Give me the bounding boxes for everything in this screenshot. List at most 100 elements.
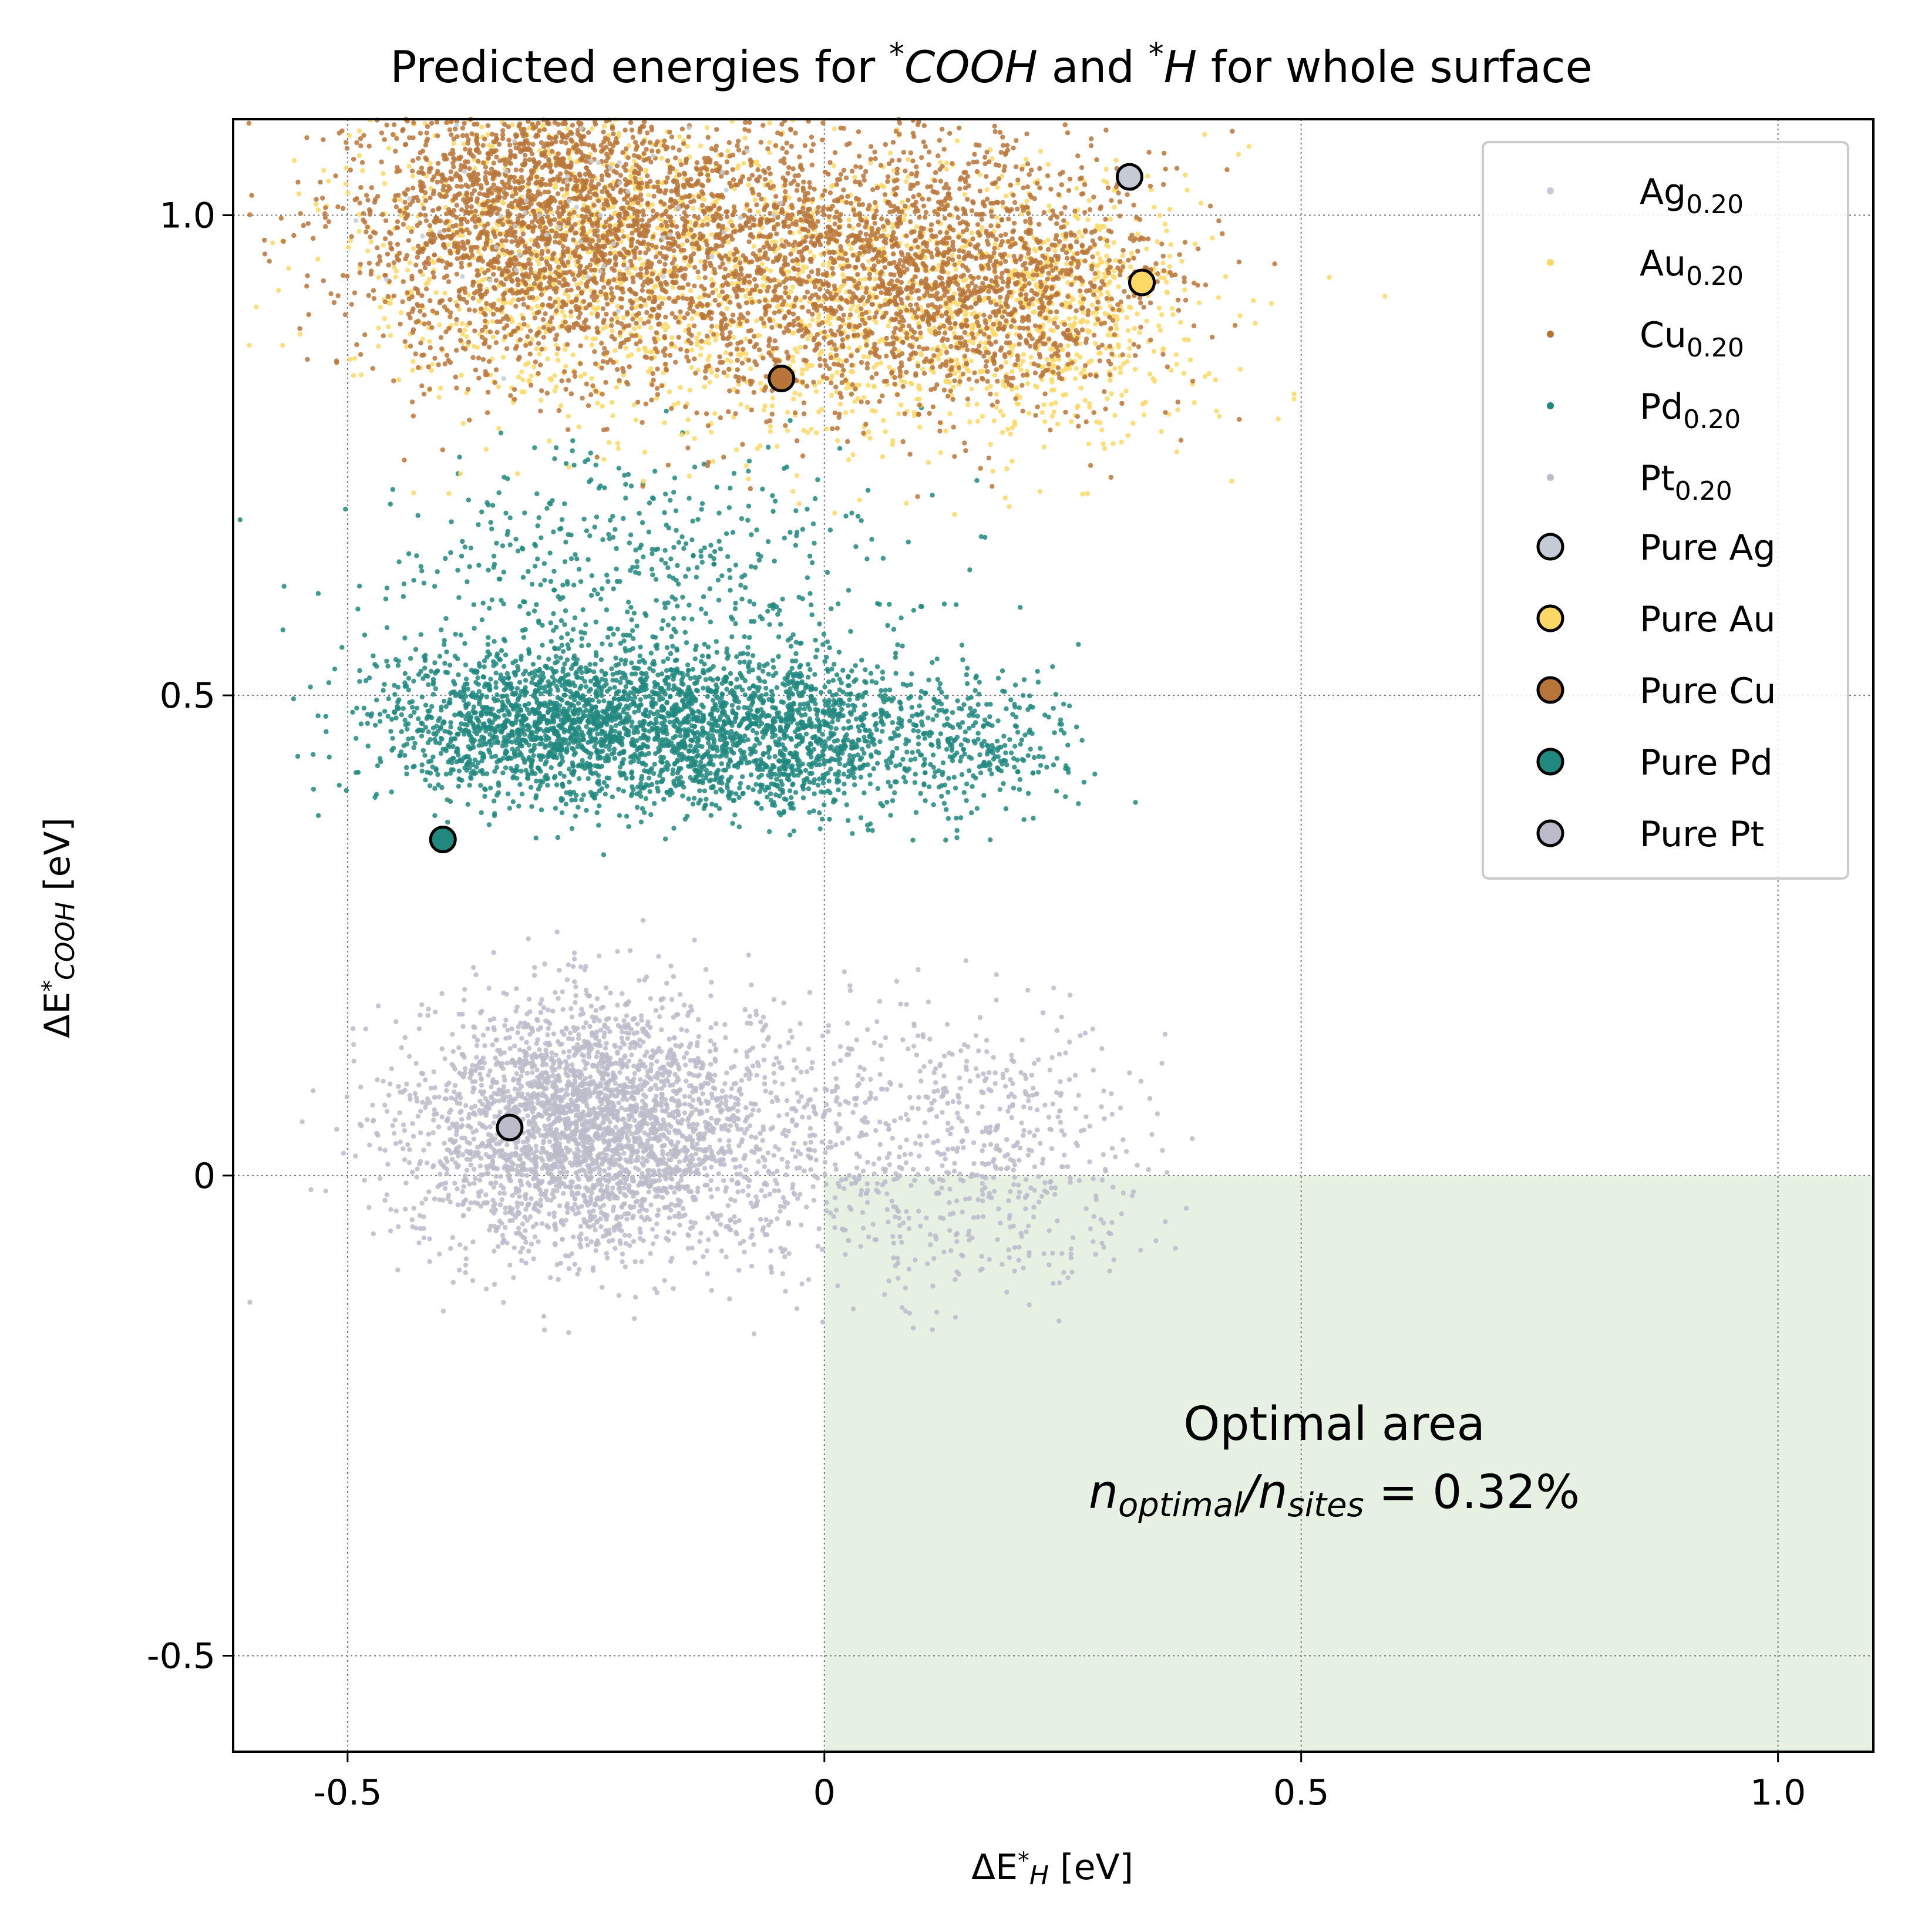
data-point (555, 695, 560, 701)
data-point (566, 1054, 571, 1060)
data-point (540, 1158, 546, 1163)
data-point (499, 1061, 505, 1066)
data-point (637, 1209, 642, 1214)
data-point (1038, 1140, 1043, 1146)
data-point (683, 1167, 688, 1173)
data-point (446, 1110, 452, 1116)
data-point (550, 1095, 556, 1100)
data-point (550, 1073, 556, 1079)
data-point (572, 1196, 577, 1201)
data-point (423, 1105, 428, 1110)
data-point (604, 1041, 609, 1046)
data-point (492, 1150, 497, 1156)
data-point (505, 698, 510, 703)
data-point (486, 985, 492, 991)
data-point (613, 1044, 618, 1049)
data-point (1083, 1206, 1089, 1211)
data-point (799, 1094, 804, 1099)
data-point (554, 782, 560, 787)
data-point (499, 1221, 504, 1226)
data-point (510, 1099, 515, 1105)
data-point (450, 1032, 455, 1037)
data-point (515, 1108, 520, 1113)
data-point (1082, 1031, 1088, 1036)
data-point (420, 1071, 426, 1076)
data-point (908, 1152, 914, 1157)
data-point (466, 1112, 472, 1117)
data-point (519, 1083, 524, 1089)
data-point (837, 1044, 843, 1049)
data-point (945, 1120, 951, 1126)
data-point (615, 1051, 620, 1056)
data-point (412, 1091, 418, 1096)
data-point (638, 697, 643, 702)
data-point (406, 1053, 412, 1059)
data-point (463, 1263, 469, 1268)
data-point (883, 1169, 888, 1174)
data-point (1005, 1109, 1011, 1114)
data-point (564, 1064, 570, 1070)
data-point (904, 1002, 909, 1007)
data-point (677, 1159, 682, 1164)
data-point (650, 1241, 656, 1247)
data-point (782, 1127, 788, 1133)
data-point (635, 1130, 641, 1135)
data-point (810, 1060, 815, 1065)
data-point (526, 1045, 532, 1051)
data-point (621, 1150, 627, 1156)
data-point (931, 1098, 937, 1103)
data-point (569, 1014, 575, 1020)
data-point (991, 1055, 997, 1060)
data-point (374, 664, 379, 669)
data-point (538, 1203, 544, 1209)
data-point (733, 1048, 739, 1053)
data-point (529, 1120, 534, 1126)
data-point (446, 1193, 452, 1198)
data-point (351, 1058, 356, 1064)
data-point (636, 1167, 641, 1173)
data-point (975, 1197, 981, 1203)
data-point (538, 1025, 544, 1031)
data-point (485, 1026, 490, 1032)
data-point (713, 1048, 718, 1053)
data-point (414, 705, 420, 711)
data-point (598, 1083, 604, 1089)
data-point (447, 1246, 453, 1251)
data-point (557, 1176, 563, 1181)
data-point (652, 1130, 658, 1136)
data-point (600, 1107, 605, 1112)
data-point (561, 1049, 567, 1055)
data-point (766, 1035, 772, 1040)
data-point (566, 1118, 571, 1123)
data-point (548, 1197, 554, 1203)
data-point (462, 1136, 467, 1141)
data-point (945, 1146, 951, 1152)
data-point (638, 1013, 644, 1018)
data-point (718, 1109, 724, 1115)
data-point (1017, 1157, 1022, 1163)
data-point (751, 1242, 756, 1247)
data-point (697, 788, 702, 793)
data-point (652, 1108, 658, 1113)
data-point (807, 989, 813, 995)
data-point (860, 1226, 866, 1231)
data-point (426, 1007, 431, 1012)
data-point (598, 657, 604, 662)
data-point (1048, 1127, 1054, 1133)
data-point (576, 1036, 581, 1041)
data-point (1068, 1251, 1074, 1257)
data-point (1002, 1083, 1008, 1089)
data-point (993, 1146, 999, 1152)
data-point (531, 1256, 536, 1261)
data-point (404, 1081, 409, 1087)
data-point (628, 1190, 634, 1195)
data-point (654, 1189, 659, 1194)
data-point (578, 964, 584, 970)
data-point (712, 1056, 718, 1062)
data-point (575, 1174, 580, 1180)
data-point (504, 991, 509, 997)
data-point (578, 1231, 584, 1237)
data-point (517, 1065, 523, 1071)
data-point (675, 1184, 681, 1190)
data-point (865, 1119, 870, 1125)
